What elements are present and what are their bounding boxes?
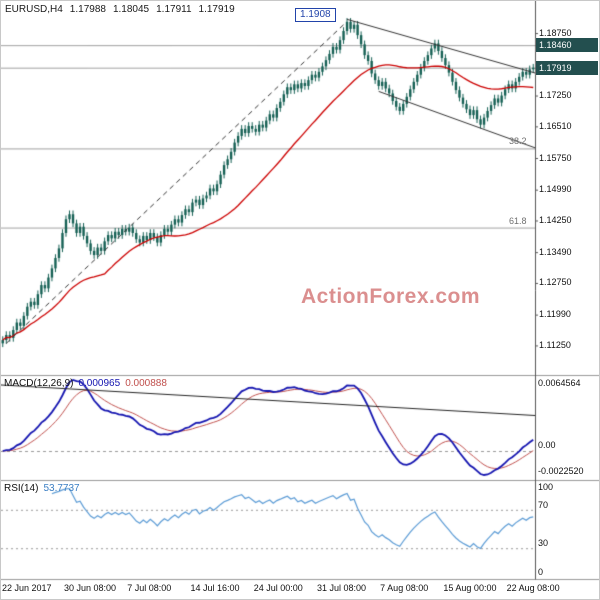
- rsi-axis-label: 100: [538, 482, 554, 492]
- time-axis-label: 31 Jul 08:00: [316, 583, 366, 593]
- price-axis-label: 1.11990: [539, 309, 571, 320]
- price-axis-label: 1.14250: [539, 214, 572, 225]
- macd-axis-label: 0.00: [538, 440, 556, 450]
- price-axis-label: 1.15750: [539, 152, 572, 163]
- chart-header: EURUSD,H4 1.17988 1.18045 1.17911 1.17919: [5, 4, 242, 15]
- time-axis-label: 24 Jul 00:00: [253, 583, 303, 593]
- ohlc-high: 1.18045: [112, 4, 150, 15]
- symbol-timeframe-label: EURUSD,H4: [5, 4, 63, 15]
- price-axis-label: 1.16510: [539, 120, 572, 131]
- price-tag-label: 1.18460: [536, 38, 598, 53]
- price-axis-label: 1.17250: [539, 90, 572, 101]
- price-axis-label: 1.11250: [539, 339, 571, 350]
- rsi-name: RSI(14): [4, 483, 39, 494]
- time-axis-label: 7 Aug 08:00: [380, 583, 429, 593]
- macd-axis-label: -0.0022520: [538, 466, 584, 476]
- peak-price-annotation: 1.1908: [295, 8, 336, 23]
- time-axis-label: 30 Jun 08:00: [63, 583, 117, 593]
- price-tag-label: 1.17919: [536, 60, 598, 75]
- price-axis-label: 1.12750: [539, 277, 572, 288]
- fibonacci-level-label: 38.2: [509, 136, 527, 147]
- time-axis-label: 22 Jun 2017: [2, 583, 52, 593]
- watermark: ActionForex.com: [301, 285, 481, 308]
- macd-axis-label: 0.0064564: [538, 378, 581, 388]
- macd-name: MACD(12,26,9): [4, 378, 74, 389]
- rsi-axis-label: 70: [538, 499, 549, 510]
- fibonacci-level-label: 61.8: [509, 215, 527, 226]
- macd-indicator-label: MACD(12,26,9) 0.000965 0.000888: [4, 378, 172, 389]
- ohlc-low: 1.17911: [156, 4, 192, 15]
- rsi-axis-label: 30: [538, 538, 549, 549]
- ohlc-open: 1.17988: [69, 4, 106, 15]
- macd-main-value: 0.000965: [78, 378, 121, 389]
- time-axis-label: 15 Aug 00:00: [443, 583, 497, 593]
- rsi-indicator-label: RSI(14) 53.7737: [4, 483, 85, 494]
- ohlc-close: 1.17919: [198, 4, 235, 15]
- rsi-axis-label: 0: [538, 567, 544, 577]
- time-axis-label: 7 Jul 08:00: [127, 583, 172, 593]
- macd-signal-value: 0.000888: [125, 378, 167, 389]
- price-axis-label: 1.14990: [539, 184, 572, 195]
- time-axis-label: 14 Jul 16:00: [190, 583, 240, 593]
- price-axis-label: 1.18750: [539, 27, 572, 38]
- rsi-value: 53.7737: [43, 483, 80, 494]
- price-axis-label: 1.13490: [539, 246, 572, 257]
- time-axis-label: 22 Aug 08:00: [506, 583, 560, 593]
